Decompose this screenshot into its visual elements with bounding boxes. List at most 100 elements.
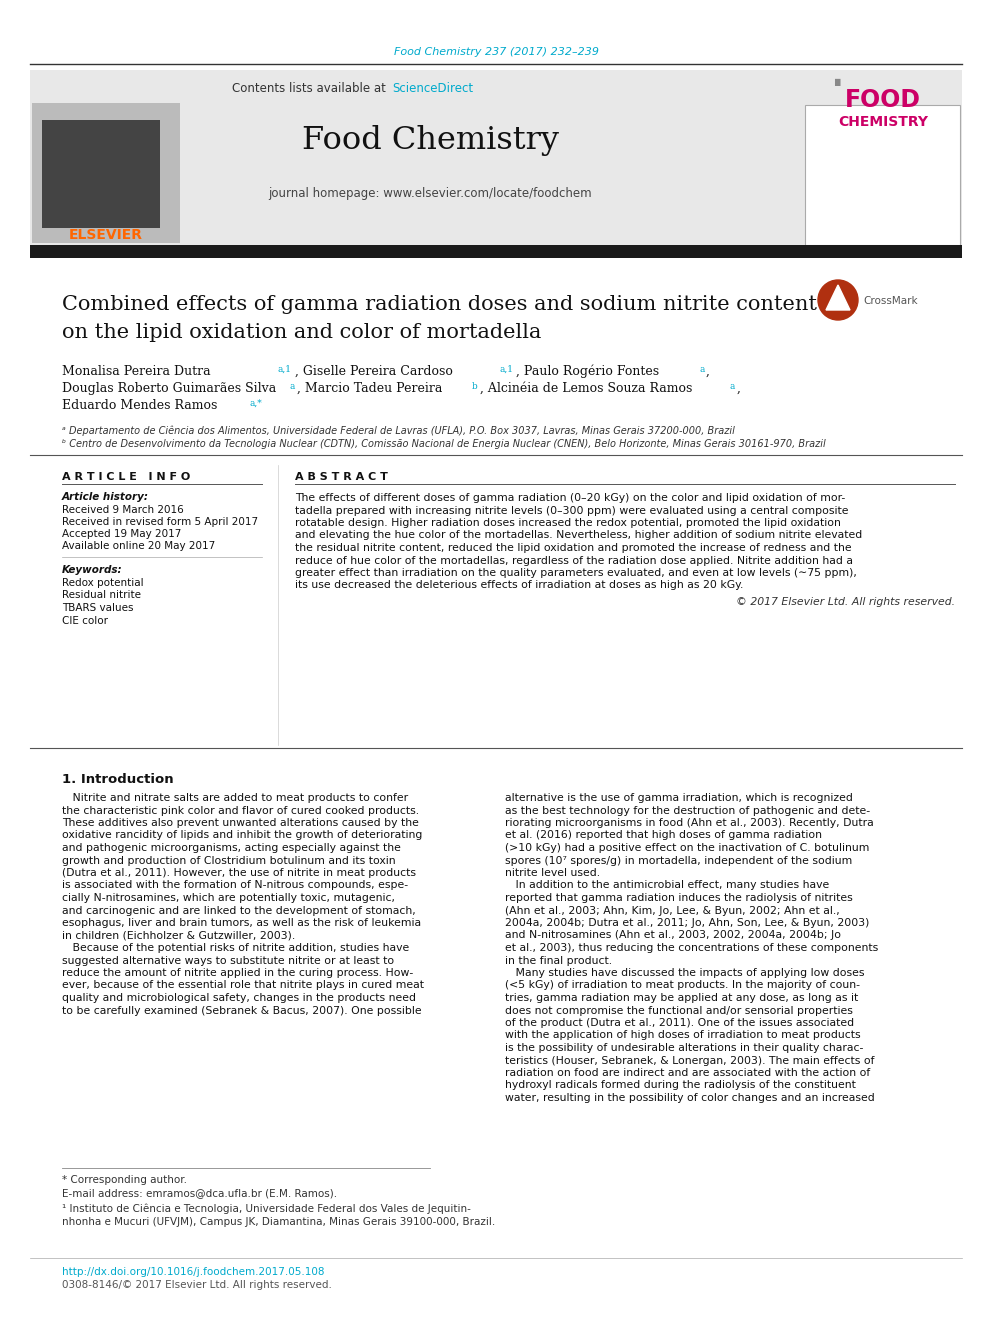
Text: nitrite level used.: nitrite level used. [505,868,600,878]
Text: Contents lists available at: Contents lists available at [232,82,390,94]
Polygon shape [826,284,850,310]
Text: These additives also prevent unwanted alterations caused by the: These additives also prevent unwanted al… [62,818,419,828]
Text: FOOD: FOOD [845,89,921,112]
Text: CrossMark: CrossMark [863,296,918,306]
Text: http://dx.doi.org/10.1016/j.foodchem.2017.05.108: http://dx.doi.org/10.1016/j.foodchem.201… [62,1267,324,1277]
Text: CHEMISTRY: CHEMISTRY [838,115,928,130]
Text: , Giselle Pereira Cardoso: , Giselle Pereira Cardoso [295,365,453,378]
Text: radiation on food are indirect and are associated with the action of: radiation on food are indirect and are a… [505,1068,870,1078]
Text: et al. (2016) reported that high doses of gamma radiation: et al. (2016) reported that high doses o… [505,831,822,840]
Text: A R T I C L E   I N F O: A R T I C L E I N F O [62,472,190,482]
Text: Because of the potential risks of nitrite addition, studies have: Because of the potential risks of nitrit… [62,943,410,953]
Text: spores (10⁷ spores/g) in mortadella, independent of the sodium: spores (10⁷ spores/g) in mortadella, ind… [505,856,852,865]
Text: of the product (Dutra et al., 2011). One of the issues associated: of the product (Dutra et al., 2011). One… [505,1017,854,1028]
Text: TBARS values: TBARS values [62,603,134,613]
Text: to be carefully examined (Sebranek & Bacus, 2007). One possible: to be carefully examined (Sebranek & Bac… [62,1005,422,1016]
Text: water, resulting in the possibility of color changes and an increased: water, resulting in the possibility of c… [505,1093,875,1103]
Text: reported that gamma radiation induces the radiolysis of nitrites: reported that gamma radiation induces th… [505,893,853,904]
Text: ELSEVIER: ELSEVIER [69,228,143,242]
Text: nhonha e Mucuri (UFVJM), Campus JK, Diamantina, Minas Gerais 39100-000, Brazil.: nhonha e Mucuri (UFVJM), Campus JK, Diam… [62,1217,495,1226]
Text: (>10 kGy) had a positive effect on the inactivation of C. botulinum: (>10 kGy) had a positive effect on the i… [505,843,869,853]
Text: and pathogenic microorganisms, acting especially against the: and pathogenic microorganisms, acting es… [62,843,401,853]
Text: et al., 2003), thus reducing the concentrations of these components: et al., 2003), thus reducing the concent… [505,943,878,953]
Text: and N-nitrosamines (Ahn et al., 2003, 2002, 2004a, 2004b; Jo: and N-nitrosamines (Ahn et al., 2003, 20… [505,930,841,941]
Text: its use decreased the deleterious effects of irradiation at doses as high as 20 : its use decreased the deleterious effect… [295,581,743,590]
Circle shape [818,280,858,320]
Text: * Corresponding author.: * Corresponding author. [62,1175,187,1185]
Text: cially N-nitrosamines, which are potentially toxic, mutagenic,: cially N-nitrosamines, which are potenti… [62,893,395,904]
FancyBboxPatch shape [32,103,180,243]
Text: a,*: a,* [250,400,263,407]
Text: in children (Eichholzer & Gutzwiller, 2003).: in children (Eichholzer & Gutzwiller, 20… [62,930,296,941]
FancyBboxPatch shape [42,120,160,228]
Text: Residual nitrite: Residual nitrite [62,590,141,601]
Text: Received in revised form 5 April 2017: Received in revised form 5 April 2017 [62,517,258,527]
Text: Received 9 March 2016: Received 9 March 2016 [62,505,184,515]
Text: 1. Introduction: 1. Introduction [62,773,174,786]
Text: In addition to the antimicrobial effect, many studies have: In addition to the antimicrobial effect,… [505,881,829,890]
FancyBboxPatch shape [30,70,962,245]
Text: (Ahn et al., 2003; Ahn, Kim, Jo, Lee, & Byun, 2002; Ahn et al.,: (Ahn et al., 2003; Ahn, Kim, Jo, Lee, & … [505,905,840,916]
Text: the characteristic pink color and flavor of cured cooked products.: the characteristic pink color and flavor… [62,806,420,815]
Text: a: a [730,382,735,392]
Text: in the final product.: in the final product. [505,955,612,966]
Text: is associated with the formation of N-nitrous compounds, espe-: is associated with the formation of N-ni… [62,881,408,890]
Text: E-mail address: emramos@dca.ufla.br (E.M. Ramos).: E-mail address: emramos@dca.ufla.br (E.M… [62,1188,337,1199]
Text: █: █ [834,78,839,86]
Text: Article history:: Article history: [62,492,149,501]
Text: tries, gamma radiation may be applied at any dose, as long as it: tries, gamma radiation may be applied at… [505,994,858,1003]
Text: Combined effects of gamma radiation doses and sodium nitrite content: Combined effects of gamma radiation dose… [62,295,817,314]
Text: oxidative rancidity of lipids and inhibit the growth of deteriorating: oxidative rancidity of lipids and inhibi… [62,831,423,840]
Text: Nitrite and nitrate salts are added to meat products to confer: Nitrite and nitrate salts are added to m… [62,792,408,803]
Text: on the lipid oxidation and color of mortadella: on the lipid oxidation and color of mort… [62,323,542,343]
Text: reduce of hue color of the mortadellas, regardless of the radiation dose applied: reduce of hue color of the mortadellas, … [295,556,853,565]
Text: ,: , [737,382,741,396]
Text: A B S T R A C T: A B S T R A C T [295,472,388,482]
Text: quality and microbiological safety, changes in the products need: quality and microbiological safety, chan… [62,994,416,1003]
Text: b: b [472,382,478,392]
FancyBboxPatch shape [30,245,962,258]
Text: a,1: a,1 [278,365,292,374]
Text: 2004a, 2004b; Dutra et al., 2011; Jo, Ahn, Son, Lee, & Byun, 2003): 2004a, 2004b; Dutra et al., 2011; Jo, Ah… [505,918,869,927]
Text: Redox potential: Redox potential [62,578,144,587]
Text: suggested alternative ways to substitute nitrite or at least to: suggested alternative ways to substitute… [62,955,394,966]
Text: © 2017 Elsevier Ltd. All rights reserved.: © 2017 Elsevier Ltd. All rights reserved… [736,597,955,607]
Text: hydroxyl radicals formed during the radiolysis of the constituent: hydroxyl radicals formed during the radi… [505,1081,856,1090]
Text: Food Chemistry 237 (2017) 232–239: Food Chemistry 237 (2017) 232–239 [394,48,598,57]
Text: Eduardo Mendes Ramos: Eduardo Mendes Ramos [62,400,217,411]
Text: as the best technology for the destruction of pathogenic and dete-: as the best technology for the destructi… [505,806,870,815]
Text: Keywords:: Keywords: [62,565,123,576]
Text: alternative is the use of gamma irradiation, which is recognized: alternative is the use of gamma irradiat… [505,792,853,803]
Text: greater effect than irradiation on the quality parameters evaluated, and even at: greater effect than irradiation on the q… [295,568,857,578]
Text: ᵇ Centro de Desenvolvimento da Tecnologia Nuclear (CDTN), Comissão Nacional de E: ᵇ Centro de Desenvolvimento da Tecnologi… [62,439,825,448]
Text: does not compromise the functional and/or sensorial properties: does not compromise the functional and/o… [505,1005,853,1016]
Text: (Dutra et al., 2011). However, the use of nitrite in meat products: (Dutra et al., 2011). However, the use o… [62,868,416,878]
Text: and carcinogenic and are linked to the development of stomach,: and carcinogenic and are linked to the d… [62,905,416,916]
Text: Monalisa Pereira Dutra: Monalisa Pereira Dutra [62,365,210,378]
Text: , Paulo Rogério Fontes: , Paulo Rogério Fontes [516,365,659,378]
Text: with the application of high doses of irradiation to meat products: with the application of high doses of ir… [505,1031,861,1040]
Text: ScienceDirect: ScienceDirect [392,82,473,94]
Text: rotatable design. Higher radiation doses increased the redox potential, promoted: rotatable design. Higher radiation doses… [295,519,841,528]
Text: the residual nitrite content, reduced the lipid oxidation and promoted the incre: the residual nitrite content, reduced th… [295,542,851,553]
Text: ever, because of the essential role that nitrite plays in cured meat: ever, because of the essential role that… [62,980,424,991]
Text: teristics (Houser, Sebranek, & Lonergan, 2003). The main effects of: teristics (Houser, Sebranek, & Lonergan,… [505,1056,875,1065]
FancyBboxPatch shape [805,105,960,245]
Text: Many studies have discussed the impacts of applying low doses: Many studies have discussed the impacts … [505,968,864,978]
Text: , Marcio Tadeu Pereira: , Marcio Tadeu Pereira [297,382,442,396]
Text: CIE color: CIE color [62,615,108,626]
Text: is the possibility of undesirable alterations in their quality charac-: is the possibility of undesirable altera… [505,1043,863,1053]
Text: a: a [289,382,295,392]
Text: (<5 kGy) of irradiation to meat products. In the majority of coun-: (<5 kGy) of irradiation to meat products… [505,980,860,991]
Text: tadella prepared with increasing nitrite levels (0–300 ppm) were evaluated using: tadella prepared with increasing nitrite… [295,505,848,516]
Text: ¹ Instituto de Ciência e Tecnologia, Universidade Federal dos Vales de Jequitin-: ¹ Instituto de Ciência e Tecnologia, Uni… [62,1204,471,1215]
Text: Food Chemistry: Food Chemistry [302,124,558,156]
Text: a: a [699,365,704,374]
Text: a,1: a,1 [500,365,514,374]
Text: , Alcinéia de Lemos Souza Ramos: , Alcinéia de Lemos Souza Ramos [480,382,692,396]
Text: The effects of different doses of gamma radiation (0–20 kGy) on the color and li: The effects of different doses of gamma … [295,493,845,503]
Text: ,: , [706,365,710,378]
Text: riorating microorganisms in food (Ahn et al., 2003). Recently, Dutra: riorating microorganisms in food (Ahn et… [505,818,874,828]
Text: 0308-8146/© 2017 Elsevier Ltd. All rights reserved.: 0308-8146/© 2017 Elsevier Ltd. All right… [62,1279,332,1290]
Text: ᵃ Departamento de Ciência dos Alimentos, Universidade Federal de Lavras (UFLA), : ᵃ Departamento de Ciência dos Alimentos,… [62,425,735,435]
